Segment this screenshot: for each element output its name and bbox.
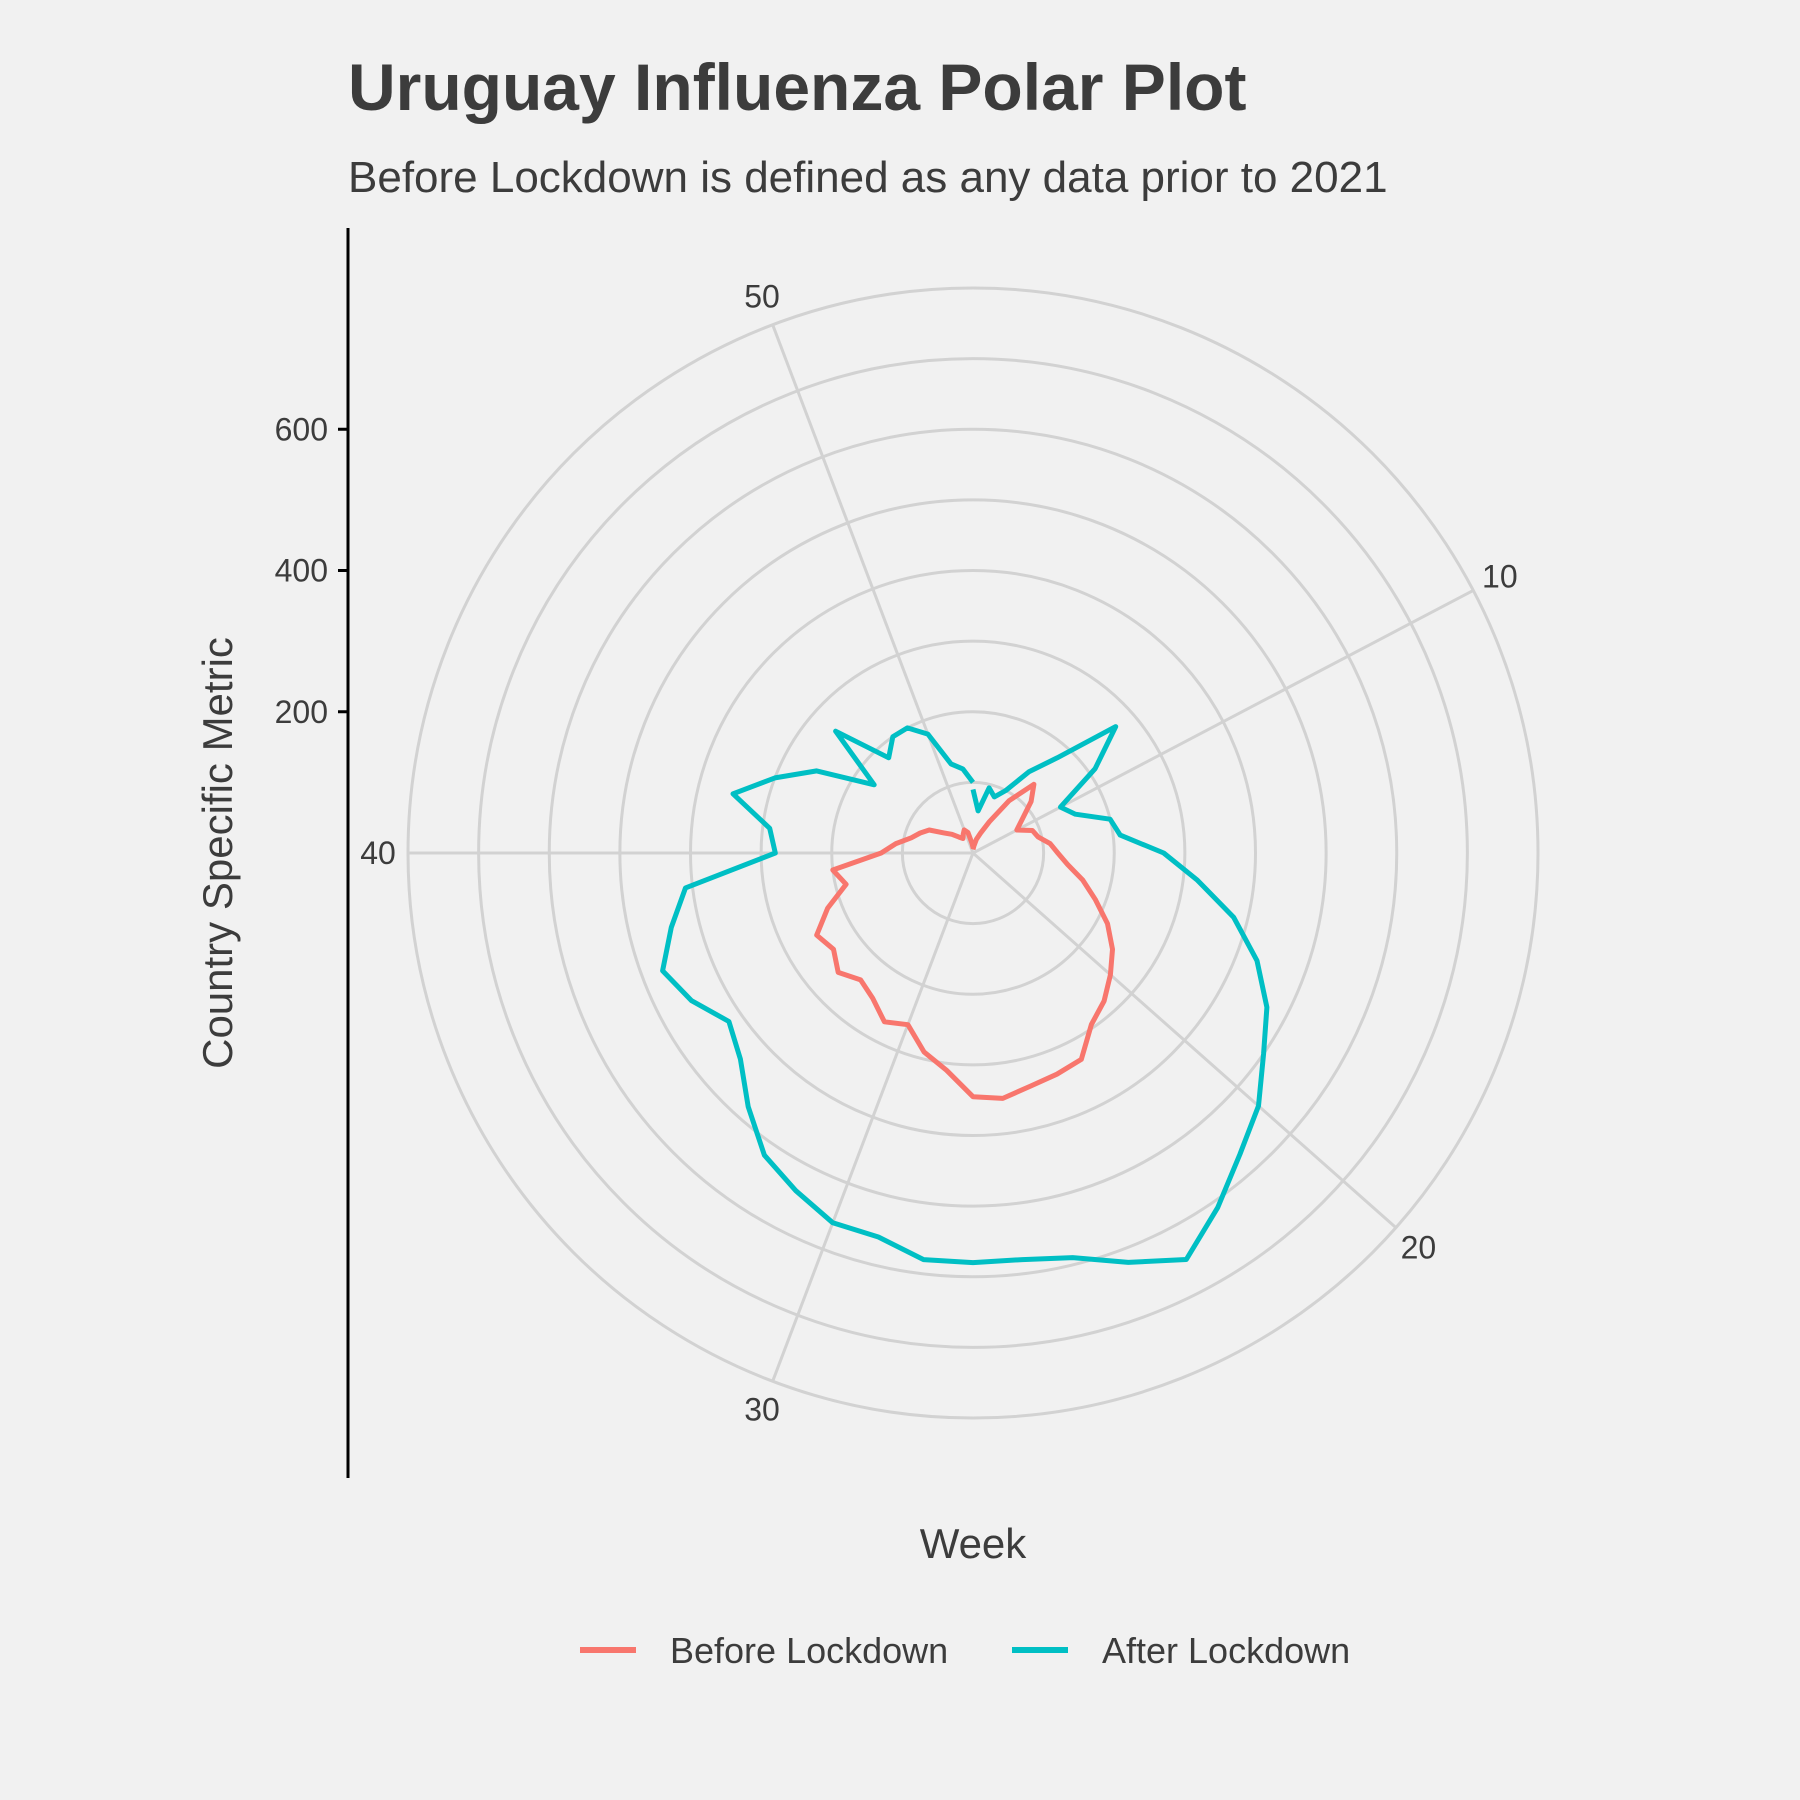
chart-subtitle: Before Lockdown is defined as any data p… — [348, 153, 1388, 202]
grid-spoke — [972, 589, 1474, 855]
y-tick-label: 200 — [275, 694, 328, 730]
grid-spoke — [771, 324, 975, 854]
x-axis-title: Week — [920, 1520, 1028, 1567]
grid-spoke — [771, 852, 975, 1382]
x-tick-label: 40 — [360, 835, 396, 871]
y-axis-title: Country Specific Metric — [194, 637, 241, 1069]
series-line-after-lockdown — [660, 724, 1270, 1266]
chart-title: Uruguay Influenza Polar Plot — [348, 50, 1246, 124]
legend-label-before: Before Lockdown — [670, 1630, 948, 1671]
polar-grid — [406, 286, 1540, 1420]
series-line-before-lockdown — [814, 781, 1115, 1101]
y-tick-label: 600 — [275, 411, 328, 447]
y-tick-label: 400 — [275, 553, 328, 589]
x-tick-label: 20 — [1401, 1230, 1437, 1266]
legend: Before Lockdown After Lockdown — [580, 1630, 1350, 1671]
angular-axis-labels: 10 20 30 40 50 — [360, 279, 1517, 1428]
radial-axis: 200 400 600 — [275, 228, 350, 1478]
series-lines — [660, 724, 1270, 1266]
x-tick-label: 50 — [744, 279, 780, 315]
x-tick-label: 10 — [1482, 558, 1518, 594]
grid-spoke — [972, 851, 1397, 1229]
legend-label-after: After Lockdown — [1102, 1630, 1350, 1671]
x-tick-label: 30 — [744, 1391, 780, 1427]
